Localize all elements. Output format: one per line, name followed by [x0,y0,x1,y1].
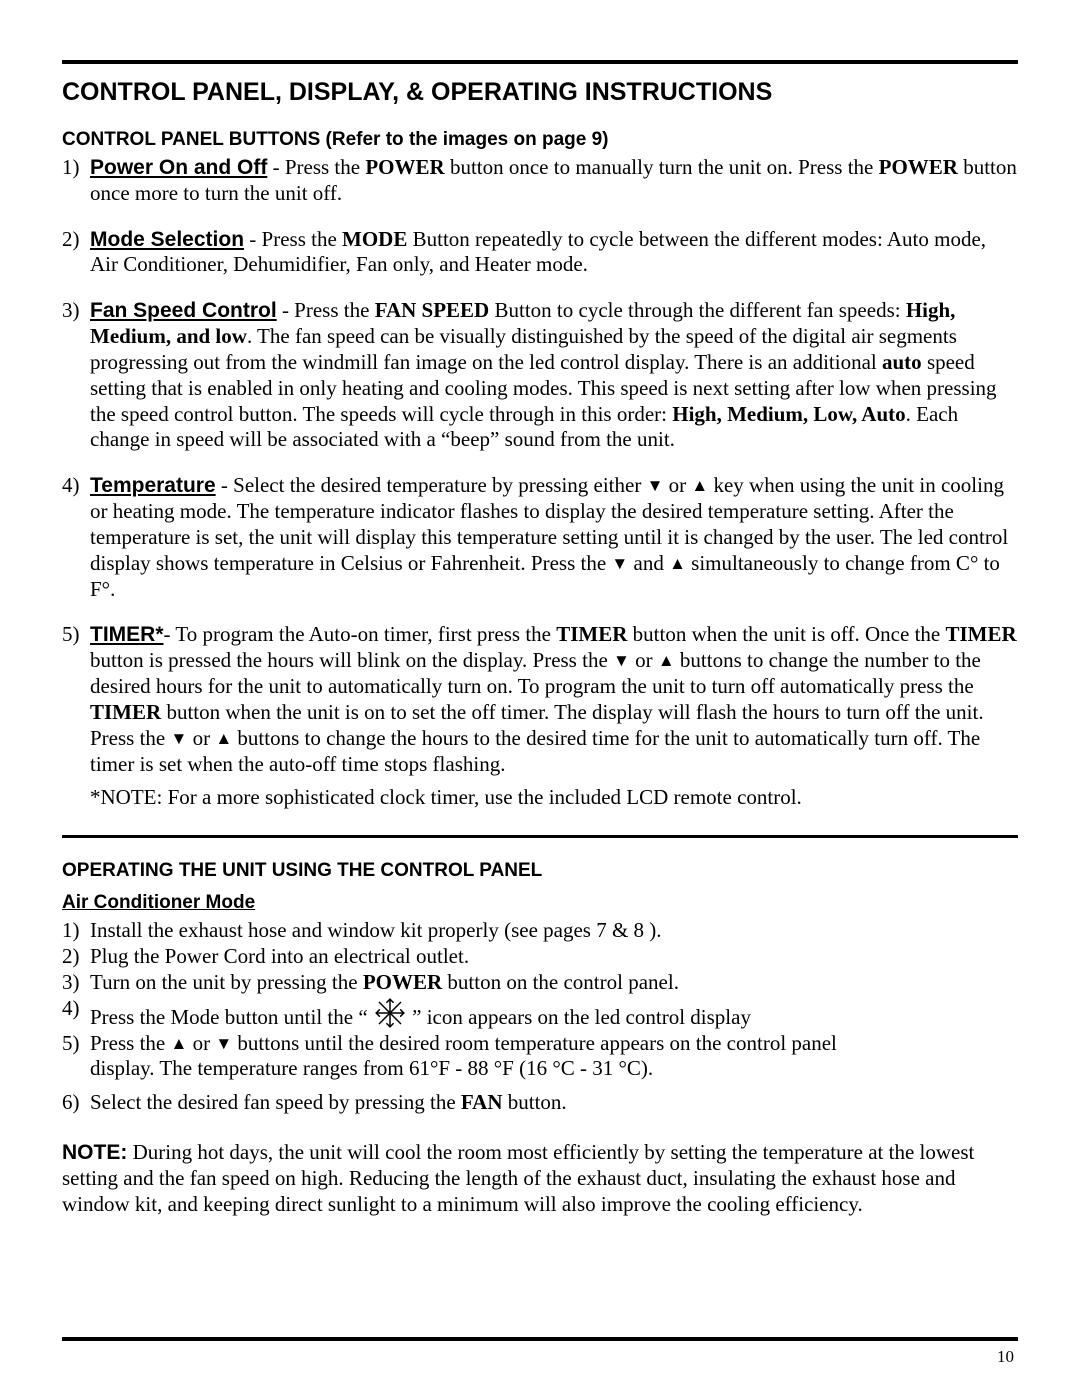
down-triangle-icon: ▼ [171,729,188,748]
item-number: 3) [62,298,90,453]
list-item: 1) Install the exhaust hose and window k… [62,918,1018,944]
t: FAN SPEED [375,298,490,322]
t: Press the [90,1031,171,1055]
list-item: 5) TIMER*- To program the Auto-on timer,… [62,622,1018,777]
item-lead: Power On and Off [90,156,267,179]
timer-note: *NOTE: For a more sophisticated clock ti… [90,785,1018,811]
item-number: 1) [62,918,90,944]
t: - Press the [277,298,375,322]
t: or [630,648,658,672]
item-number: 6) [62,1090,90,1116]
temp-range-line: display. The temperature ranges from 61°… [90,1056,1018,1082]
efficiency-note: NOTE: During hot days, the unit will coo… [62,1140,1018,1217]
t: Turn on the unit by pressing the [90,970,363,994]
item-number: 5) [62,622,90,777]
list-item: 3) Fan Speed Control - Press the FAN SPE… [62,298,1018,453]
item-content: Power On and Off - Press the POWER butto… [90,155,1018,207]
item-lead: Temperature [90,474,216,497]
list-item: 2) Mode Selection - Press the MODE Butto… [62,227,1018,279]
list-item: 4) Temperature - Select the desired temp… [62,473,1018,602]
t: TIMER [945,622,1016,646]
t: - Press the [267,155,365,179]
t: button is pressed the hours will blink o… [90,648,613,672]
t: button. [503,1090,567,1114]
item-number: 5) [62,1031,90,1057]
mid-rule [62,835,1018,838]
item-number: 1) [62,155,90,207]
t: - Select the desired temperature by pres… [216,473,647,497]
t: FAN [461,1090,503,1114]
item-number: 2) [62,227,90,279]
list-item: 3) Turn on the unit by pressing the POWE… [62,970,1018,996]
item-number: 2) [62,944,90,970]
note-lead: NOTE: [62,1141,127,1164]
list-item: 1) Power On and Off - Press the POWER bu… [62,155,1018,207]
t: MODE [342,227,407,251]
section1-heading: CONTROL PANEL BUTTONS (Refer to the imag… [62,129,1018,151]
t: ” icon appears on the led control displa… [407,1005,751,1029]
item-content: Temperature - Select the desired tempera… [90,473,1018,602]
t: Install the exhaust hose and window kit … [90,918,1018,944]
item-content: Mode Selection - Press the MODE Button r… [90,227,1018,279]
item-lead: Mode Selection [90,228,244,251]
item-number: 3) [62,970,90,996]
t: or [663,473,691,497]
list-item: 5) Press the ▲ or ▼ buttons until the de… [62,1031,1018,1057]
list-item: 2) Plug the Power Cord into an electrica… [62,944,1018,970]
t: Press the Mode button until the “ [90,1005,373,1029]
t: auto [882,350,922,374]
list-item: 4) Press the Mode button until the “ ” i… [62,996,1018,1031]
item-number: 4) [62,473,90,602]
t: button on the control panel. [442,970,679,994]
item-content: Fan Speed Control - Press the FAN SPEED … [90,298,1018,453]
mode-heading: Air Conditioner Mode [62,892,1018,914]
t: Select the desired fan speed by pressing… [90,1090,461,1114]
t: or [187,1031,215,1055]
page-title: CONTROL PANEL, DISPLAY, & OPERATING INST… [62,78,1018,107]
up-triangle-icon: ▲ [669,554,686,573]
up-triangle-icon: ▲ [215,729,232,748]
page-number: 10 [997,1347,1014,1367]
item-content: TIMER*- To program the Auto-on timer, fi… [90,622,1018,777]
up-triangle-icon: ▲ [658,651,675,670]
note-text: During hot days, the unit will cool the … [62,1140,974,1216]
section2-heading: OPERATING THE UNIT USING THE CONTROL PAN… [62,860,1018,882]
t: TIMER [90,700,161,724]
list-item: 6) Select the desired fan speed by press… [62,1090,1018,1116]
item-number: 4) [62,996,90,1031]
up-triangle-icon: ▲ [171,1034,188,1053]
t: Button to cycle through the different fa… [489,298,906,322]
t: Plug the Power Cord into an electrical o… [90,944,1018,970]
item-content: Turn on the unit by pressing the POWER b… [90,970,1018,996]
down-triangle-icon: ▼ [647,476,664,495]
item-lead: Fan Speed Control [90,299,277,322]
control-panel-buttons-list: 1) Power On and Off - Press the POWER bu… [62,155,1018,777]
item-lead: TIMER* [90,623,164,646]
t: and [628,551,669,575]
down-triangle-icon: ▼ [613,651,630,670]
item-content: Press the ▲ or ▼ buttons until the desir… [90,1031,1018,1057]
t: or [187,726,215,750]
t: - Press the [244,227,342,251]
operating-list: 1) Install the exhaust hose and window k… [62,918,1018,1056]
down-triangle-icon: ▼ [611,554,628,573]
item-content: Press the Mode button until the “ ” icon… [90,996,1018,1031]
t: High, Medium, Low, Auto [672,402,905,426]
document-page: CONTROL PANEL, DISPLAY, & OPERATING INST… [0,0,1080,1397]
snowflake-icon [373,996,407,1030]
t: button when the unit is off. Once the [627,622,945,646]
t: TIMER [556,622,627,646]
item-content: Select the desired fan speed by pressing… [90,1090,1018,1116]
up-triangle-icon: ▲ [691,476,708,495]
t: buttons until the desired room temperatu… [232,1031,837,1055]
t: POWER [879,155,958,179]
t: POWER [363,970,442,994]
operating-list-cont: 6) Select the desired fan speed by press… [62,1090,1018,1116]
down-triangle-icon: ▼ [215,1034,232,1053]
t: POWER [365,155,444,179]
t: - To program the Auto-on timer, first pr… [164,622,557,646]
top-rule [62,60,1018,64]
bottom-rule [62,1337,1018,1341]
t: button once to manually turn the unit on… [445,155,879,179]
